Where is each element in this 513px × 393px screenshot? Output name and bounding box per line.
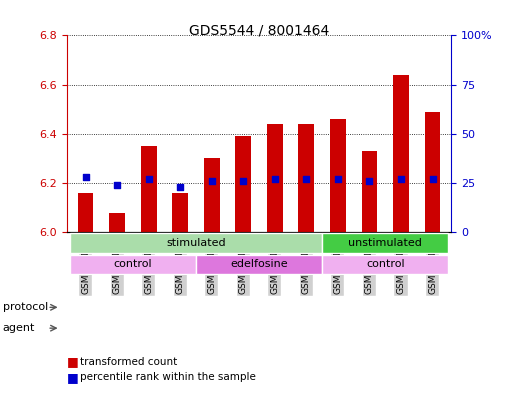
Point: [365, 178, 373, 184]
Point: [302, 176, 310, 182]
Point: [397, 176, 405, 182]
Text: edelfosine: edelfosine: [230, 259, 288, 270]
Text: control: control: [113, 259, 152, 270]
Text: GDS5544 / 8001464: GDS5544 / 8001464: [189, 24, 329, 38]
Bar: [141, 146, 156, 232]
Bar: [70, 233, 322, 253]
Text: control: control: [366, 259, 405, 270]
Bar: [393, 75, 409, 232]
Bar: [204, 158, 220, 232]
Point: [428, 176, 437, 182]
Bar: [425, 112, 440, 232]
Text: transformed count: transformed count: [80, 356, 177, 367]
Point: [239, 178, 247, 184]
Bar: [267, 124, 283, 232]
Text: protocol: protocol: [3, 302, 48, 312]
Point: [113, 182, 121, 188]
Bar: [196, 255, 322, 274]
Bar: [109, 213, 125, 232]
Bar: [322, 233, 448, 253]
Text: ■: ■: [67, 371, 78, 384]
Text: unstimulated: unstimulated: [348, 238, 422, 248]
Bar: [235, 136, 251, 232]
Bar: [172, 193, 188, 232]
Bar: [78, 193, 93, 232]
Point: [145, 176, 153, 182]
Bar: [299, 124, 314, 232]
Text: stimulated: stimulated: [166, 238, 226, 248]
Bar: [330, 119, 346, 232]
Text: percentile rank within the sample: percentile rank within the sample: [80, 372, 255, 382]
Text: ■: ■: [67, 355, 78, 368]
Point: [82, 174, 90, 180]
Point: [271, 176, 279, 182]
Point: [208, 178, 216, 184]
Bar: [362, 151, 378, 232]
Text: agent: agent: [3, 323, 35, 333]
Bar: [70, 255, 196, 274]
Point: [334, 176, 342, 182]
Bar: [322, 255, 448, 274]
Point: [176, 184, 184, 190]
